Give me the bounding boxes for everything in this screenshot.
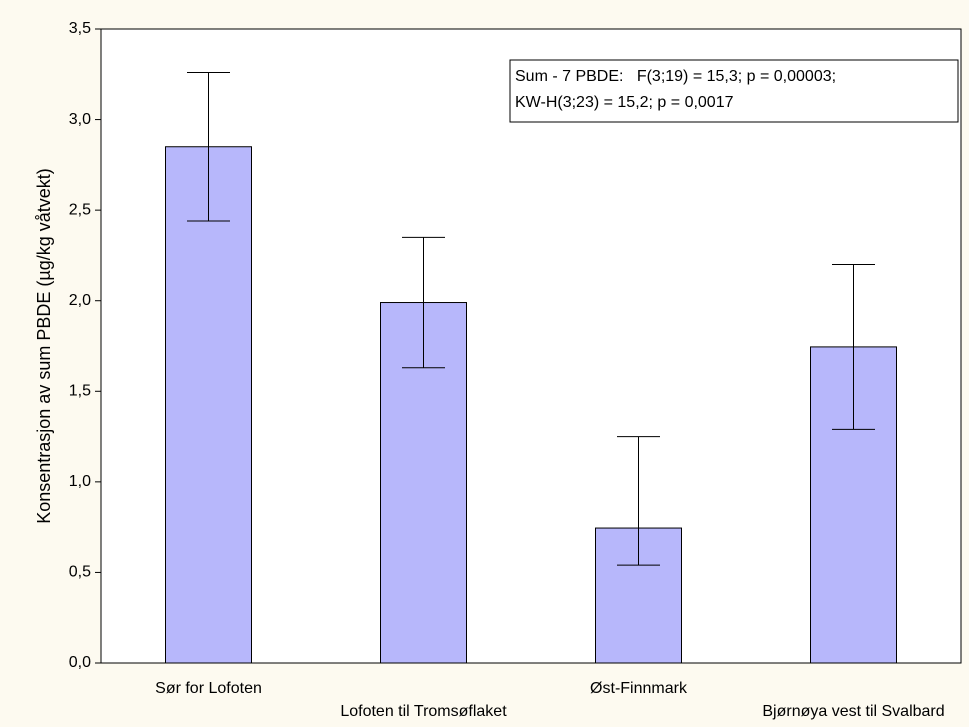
y-tick-label: 2,0 bbox=[69, 292, 91, 309]
x-tick-label: Øst-Finnmark bbox=[590, 680, 688, 697]
x-tick-label: Lofoten til Tromsøflaket bbox=[340, 703, 507, 720]
y-tick-label: 0,5 bbox=[69, 564, 91, 581]
y-tick-label: 0,0 bbox=[69, 654, 91, 671]
bar bbox=[165, 146, 252, 664]
y-axis-label: Konsentrasjon av sum PBDE (µg/kg våtvekt… bbox=[34, 168, 54, 524]
x-tick-label: Bjørnøya vest til Svalbard bbox=[762, 703, 944, 720]
x-tick-label: Sør for Lofoten bbox=[155, 680, 262, 697]
annotation-box bbox=[509, 59, 959, 123]
y-tick-label: 1,0 bbox=[69, 473, 91, 490]
y-tick-label: 3,0 bbox=[69, 111, 91, 128]
annotation: KW-H(3;23) = 15,2; p = 0,0017 bbox=[515, 94, 734, 111]
y-tick-label: 1,5 bbox=[69, 383, 91, 400]
y-tick-label: 3,5 bbox=[69, 20, 91, 37]
y-tick-label: 2,5 bbox=[69, 201, 91, 218]
annotation: Sum - 7 PBDE: F(3;19) = 15,3; p = 0,0000… bbox=[515, 68, 836, 85]
